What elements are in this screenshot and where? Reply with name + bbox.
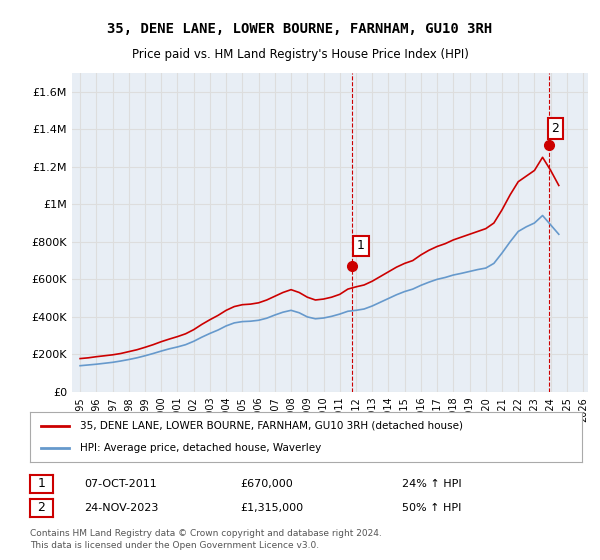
Text: HPI: Average price, detached house, Waverley: HPI: Average price, detached house, Wave… (80, 443, 321, 453)
Text: 35, DENE LANE, LOWER BOURNE, FARNHAM, GU10 3RH (detached house): 35, DENE LANE, LOWER BOURNE, FARNHAM, GU… (80, 421, 463, 431)
Text: 2: 2 (37, 501, 46, 515)
Text: 07-OCT-2011: 07-OCT-2011 (84, 479, 157, 489)
Text: 50% ↑ HPI: 50% ↑ HPI (402, 503, 461, 514)
Text: Price paid vs. HM Land Registry's House Price Index (HPI): Price paid vs. HM Land Registry's House … (131, 48, 469, 60)
Text: 2: 2 (551, 122, 559, 135)
Text: 24% ↑ HPI: 24% ↑ HPI (402, 479, 461, 489)
Text: £1,315,000: £1,315,000 (240, 503, 303, 514)
Text: £670,000: £670,000 (240, 479, 293, 489)
Text: 1: 1 (357, 239, 365, 253)
Text: 24-NOV-2023: 24-NOV-2023 (84, 503, 158, 514)
Text: Contains HM Land Registry data © Crown copyright and database right 2024.: Contains HM Land Registry data © Crown c… (30, 529, 382, 538)
Text: This data is licensed under the Open Government Licence v3.0.: This data is licensed under the Open Gov… (30, 542, 319, 550)
Text: 35, DENE LANE, LOWER BOURNE, FARNHAM, GU10 3RH: 35, DENE LANE, LOWER BOURNE, FARNHAM, GU… (107, 22, 493, 36)
Text: 1: 1 (37, 477, 46, 491)
